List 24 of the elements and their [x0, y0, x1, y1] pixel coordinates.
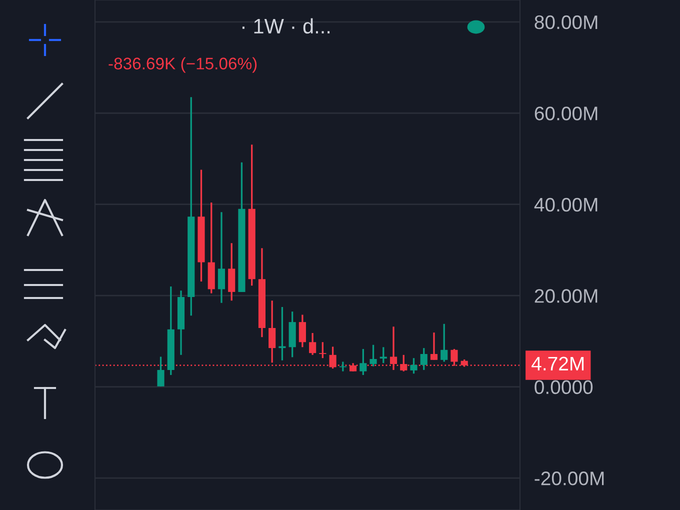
candlestick: [309, 332, 316, 356]
candlestick: [360, 348, 367, 376]
y-tick-label: 20.00M: [534, 289, 598, 303]
candlestick: [218, 211, 226, 304]
text: -836.69K (−15.06%): [108, 57, 257, 73]
candlestick: [278, 306, 286, 362]
candlestick: [430, 332, 438, 361]
candlestick: [157, 356, 164, 388]
candlestick: [319, 341, 326, 359]
candlestick: [380, 346, 387, 364]
candlestick: [298, 314, 306, 348]
candlestick: [228, 242, 236, 302]
y-tick-label: -20.00M: [534, 472, 604, 486]
text: · 1W · d...: [242, 18, 330, 34]
y-tick-label: 60.00M: [534, 106, 598, 120]
y-tick-label: 40.00M: [534, 198, 598, 212]
candlestick: [410, 357, 418, 374]
y-tick-label: 0.0000: [534, 380, 593, 394]
candlestick: [268, 300, 276, 364]
candlestick: [420, 347, 428, 371]
ref-line-label: 4.72M: [532, 356, 584, 370]
y-tick-label: 80.00M: [534, 15, 598, 30]
candlestick: [440, 323, 448, 363]
candlestick: [370, 344, 377, 368]
